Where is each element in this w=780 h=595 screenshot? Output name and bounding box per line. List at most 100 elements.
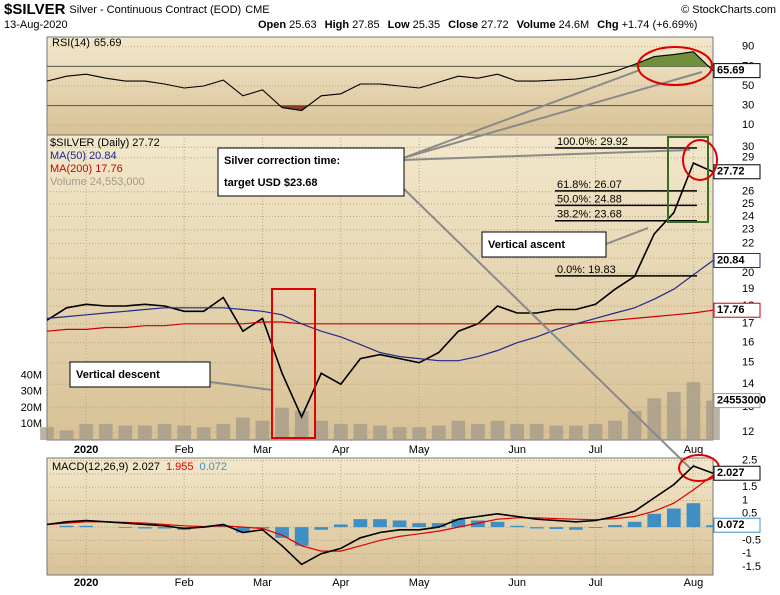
y-tick-label: 12	[742, 426, 754, 438]
histogram-bar	[157, 527, 172, 529]
quote-value: 27.85	[352, 19, 380, 31]
volume-bar	[79, 423, 94, 440]
symbol: $SILVER	[4, 1, 66, 18]
last-value-box	[713, 393, 761, 409]
fib-label: 38.2%: 23.68	[557, 209, 622, 221]
histogram-bar	[529, 527, 544, 529]
fib-label: 50.0%: 24.88	[557, 193, 622, 205]
volume-bar	[431, 425, 446, 440]
annotation-box	[69, 361, 211, 388]
copyright: © StockCharts.com	[681, 4, 776, 16]
y-tick-label: 14	[742, 378, 754, 390]
legend-value: 20.84	[89, 150, 117, 162]
histogram-bar	[490, 521, 505, 528]
volume-bar	[471, 423, 485, 440]
volume-bar	[157, 423, 172, 440]
legend-entry: MA(200) 17.76	[50, 163, 123, 175]
quote-value: 27.72	[481, 19, 509, 31]
x-tick-label: 2020	[74, 444, 98, 456]
x-tick-label: Aug	[684, 577, 704, 589]
rsi-line	[46, 51, 714, 112]
moving-average-line	[46, 260, 714, 362]
last-value: 27.72	[717, 166, 745, 178]
histogram-bar	[333, 524, 348, 528]
rsi-last-value-box	[713, 63, 761, 79]
histogram-bar	[294, 527, 309, 546]
x-tick-label: Apr	[332, 577, 349, 589]
last-value-box	[713, 252, 761, 268]
histogram-bar	[471, 520, 485, 528]
fib-label: 100.0%: 29.92	[557, 136, 628, 148]
arrow	[605, 227, 649, 245]
annotation: target USD $23.68	[224, 177, 318, 189]
fib-label: 61.8%: 26.07	[557, 179, 622, 191]
volume-bar	[59, 430, 74, 440]
y-tick-label: -1	[742, 548, 752, 560]
quote-label: Low	[388, 19, 410, 31]
volume-bar	[490, 420, 505, 440]
legend-value: 0.072	[199, 461, 227, 473]
x-tick-label: Aug	[684, 444, 704, 456]
quote-label: Chg	[597, 19, 618, 31]
arrow	[402, 69, 641, 159]
volume-bar	[353, 423, 368, 440]
top-circle	[682, 139, 718, 181]
y-tick-label: 15	[742, 357, 754, 369]
histogram-bar	[706, 525, 720, 528]
arrow	[209, 381, 273, 391]
y-tick-label: 25	[742, 198, 754, 210]
histogram-bar	[236, 527, 250, 533]
y2-tick-label: 30M	[21, 386, 42, 398]
volume-bar	[588, 423, 603, 440]
legend-value: 2.027	[132, 461, 160, 473]
legend-name: MACD(12,26,9)	[52, 461, 128, 473]
y2-tick-label: 10M	[21, 418, 42, 430]
annotation: Vertical descent	[76, 369, 160, 381]
volume-bar	[118, 425, 133, 440]
volume-bar	[686, 382, 701, 440]
y-tick-label: 29	[742, 152, 754, 164]
histogram-bar	[431, 523, 446, 528]
y-tick-label: 90	[742, 41, 754, 53]
histogram-bar	[627, 521, 642, 528]
arrow	[402, 149, 691, 161]
y-tick-label: 30	[742, 100, 754, 112]
quote: Open 25.63 High 27.85 Low 25.35 Close 27.72 Volu…	[258, 19, 697, 31]
legend-value: 17.76	[95, 163, 123, 175]
x-tick-label: Apr	[332, 444, 349, 456]
legend-value: 24,553,000	[90, 176, 145, 188]
histogram-bar	[138, 527, 152, 529]
volume-bar	[98, 423, 113, 440]
histogram-bar	[666, 508, 681, 528]
x-tick-label: Jun	[508, 577, 526, 589]
histogram-bar	[373, 519, 387, 528]
macd-last-value: 2.027	[717, 467, 745, 479]
y-tick-label: 19	[742, 283, 754, 295]
annotation-box	[217, 147, 405, 197]
volume-bar	[666, 391, 681, 440]
volume-bar	[196, 427, 211, 440]
quote-label: Close	[448, 19, 478, 31]
instrument-name: Silver - Continuous Contract (EOD)	[69, 4, 241, 16]
last-value: 20.84	[717, 254, 745, 266]
x-tick-label: Feb	[175, 577, 194, 589]
y-tick-label: 17	[742, 318, 754, 330]
exchange: CME	[245, 4, 269, 16]
y-tick-label: 10	[742, 119, 754, 131]
legend-value: 27.72	[132, 137, 160, 149]
rsi-last-value: 65.69	[717, 65, 745, 77]
volume-bar	[236, 417, 250, 440]
volume-bar	[314, 420, 329, 440]
legend-rsi: RSI(14) 65.69	[52, 37, 121, 49]
volume-bar	[608, 420, 622, 440]
legend-name: MA(200)	[50, 163, 92, 175]
x-tick-label: Jul	[588, 444, 602, 456]
histogram-bar	[392, 520, 407, 528]
legend-value: 1.955	[166, 461, 194, 473]
quote-label: High	[325, 19, 350, 31]
arrow	[402, 71, 703, 159]
histogram-bar	[608, 525, 622, 528]
arrow	[402, 187, 691, 469]
y-tick-label: 24	[742, 210, 754, 222]
histogram-bar	[275, 527, 289, 538]
